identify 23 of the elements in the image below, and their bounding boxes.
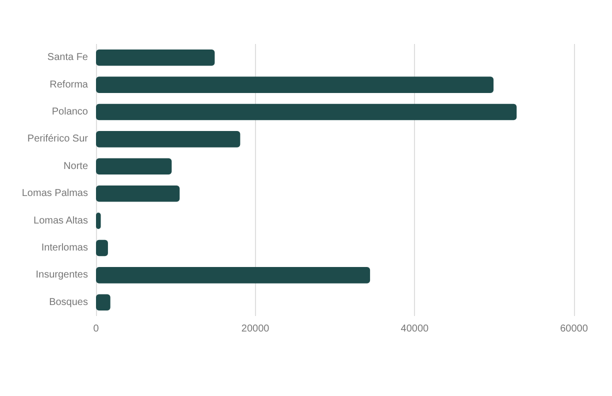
y-tick-label: Santa Fe [47, 52, 88, 64]
bar [96, 294, 110, 311]
x-tick-label: 20000 [241, 324, 270, 334]
y-tick-label: Insurgentes [36, 270, 88, 281]
bar [96, 76, 494, 93]
bar [96, 131, 240, 148]
y-tick-label: Reforma [50, 79, 88, 90]
bar [96, 104, 517, 120]
x-tick-label: 60000 [560, 324, 588, 334]
bar [96, 267, 370, 284]
y-tick-label: Periférico Sur [27, 134, 89, 145]
y-tick-label: Polanco [52, 106, 88, 118]
y-tick-label: Lomas Palmas [22, 188, 88, 200]
bar [96, 240, 108, 256]
y-tick-label: Bosques [49, 296, 88, 308]
bar [96, 158, 172, 175]
y-tick-label: Norte [64, 160, 88, 172]
x-tick-label: 0 [93, 324, 100, 334]
bar [96, 49, 215, 66]
y-tick-label: Lomas Altas [34, 215, 88, 226]
x-tick-label: 40000 [400, 324, 430, 334]
bar [96, 185, 180, 202]
y-tick-label: Interlomas [41, 242, 88, 254]
